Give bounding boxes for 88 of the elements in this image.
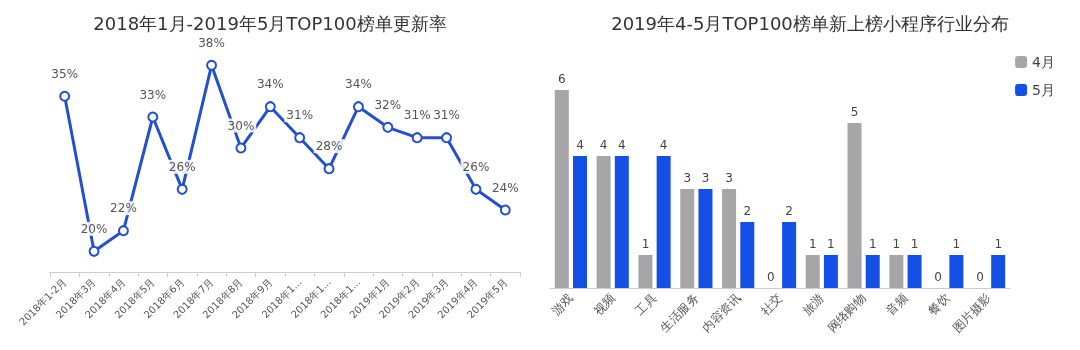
bar — [614, 156, 629, 288]
data-label: 24% — [491, 180, 519, 195]
bar — [991, 255, 1006, 288]
bar — [949, 255, 964, 288]
data-label: 1 — [994, 237, 1003, 251]
point — [441, 132, 453, 144]
bar — [722, 189, 737, 288]
x-tick-label: 音频 — [883, 291, 911, 318]
bar — [554, 90, 569, 288]
point — [147, 111, 159, 123]
bar — [698, 189, 713, 288]
bar — [805, 255, 820, 288]
data-label: 0 — [976, 270, 984, 284]
data-label: 38% — [198, 35, 225, 50]
bar — [638, 255, 653, 288]
point — [499, 204, 511, 216]
bar — [907, 255, 922, 288]
data-label: 32% — [374, 97, 402, 112]
data-label: 31% — [403, 108, 431, 123]
x-tick-label: 生活服务 — [657, 291, 702, 335]
data-label: 34% — [345, 77, 372, 92]
data-label: 0 — [934, 270, 942, 284]
data-label: 26% — [168, 159, 196, 174]
x-tick-label: 餐饮 — [925, 291, 953, 318]
data-label: 1 — [827, 237, 835, 251]
point — [206, 59, 218, 71]
point — [470, 183, 482, 195]
chart-title: 2018年1月-2019年5月TOP100榜单更新率 — [93, 12, 447, 34]
data-label: 4 — [659, 138, 668, 152]
data-label: 31% — [433, 108, 460, 123]
data-label: 2 — [743, 204, 752, 218]
bar — [680, 189, 695, 288]
point — [323, 163, 335, 175]
data-label: 35% — [51, 66, 79, 81]
data-label: 4 — [576, 138, 584, 152]
data-label: 6 — [557, 72, 566, 86]
point — [117, 225, 129, 237]
bar — [596, 156, 611, 288]
point — [264, 101, 276, 113]
point — [352, 101, 364, 113]
x-tick-label: 视频 — [590, 291, 618, 318]
data-label: 33% — [139, 87, 167, 102]
data-label: 1 — [910, 237, 919, 251]
bar — [573, 156, 588, 288]
legend-label: 5月 — [1032, 82, 1056, 98]
legend-label: 4月 — [1032, 54, 1056, 70]
point — [59, 90, 71, 102]
data-label: 31% — [286, 108, 314, 123]
data-label: 20% — [80, 221, 108, 236]
x-tick-label: 工具 — [632, 291, 660, 318]
data-label: 0 — [767, 270, 775, 284]
bar — [740, 222, 755, 288]
data-label: 30% — [227, 118, 255, 133]
x-tick-label: 旅游 — [799, 291, 827, 318]
point — [235, 142, 247, 154]
data-label: 22% — [110, 201, 137, 216]
bar — [656, 156, 671, 288]
data-label: 1 — [952, 237, 961, 251]
x-tick-label: 网络购物 — [824, 291, 869, 335]
bar — [889, 255, 904, 288]
data-label: 4 — [599, 138, 608, 152]
x-tick-label: 社交 — [758, 291, 785, 318]
data-label: 26% — [462, 159, 490, 174]
x-tick-label: 图片摄影 — [950, 291, 995, 335]
data-label: 34% — [256, 77, 284, 92]
data-label: 3 — [683, 171, 692, 185]
data-label: 5 — [850, 105, 859, 119]
chart-title: 2019年4-5月TOP100榜单新上榜小程序行业分布 — [611, 12, 1009, 34]
bar — [865, 255, 880, 288]
point — [382, 121, 394, 133]
data-label: 1 — [892, 237, 901, 251]
bar — [782, 222, 797, 288]
point — [411, 132, 423, 144]
data-label: 1 — [808, 237, 817, 251]
data-label: 4 — [618, 138, 626, 152]
point — [176, 183, 188, 195]
data-label: 2 — [785, 204, 793, 218]
bar — [847, 123, 862, 288]
data-label: 1 — [641, 237, 650, 251]
point — [88, 245, 100, 257]
bar — [823, 255, 838, 288]
data-label: 28% — [315, 139, 343, 154]
point — [294, 132, 306, 144]
data-label: 1 — [868, 237, 877, 251]
data-label: 3 — [701, 171, 710, 185]
x-tick-label: 游戏 — [548, 291, 576, 318]
data-label: 3 — [725, 171, 733, 185]
x-tick-label: 内容资讯 — [699, 291, 744, 335]
